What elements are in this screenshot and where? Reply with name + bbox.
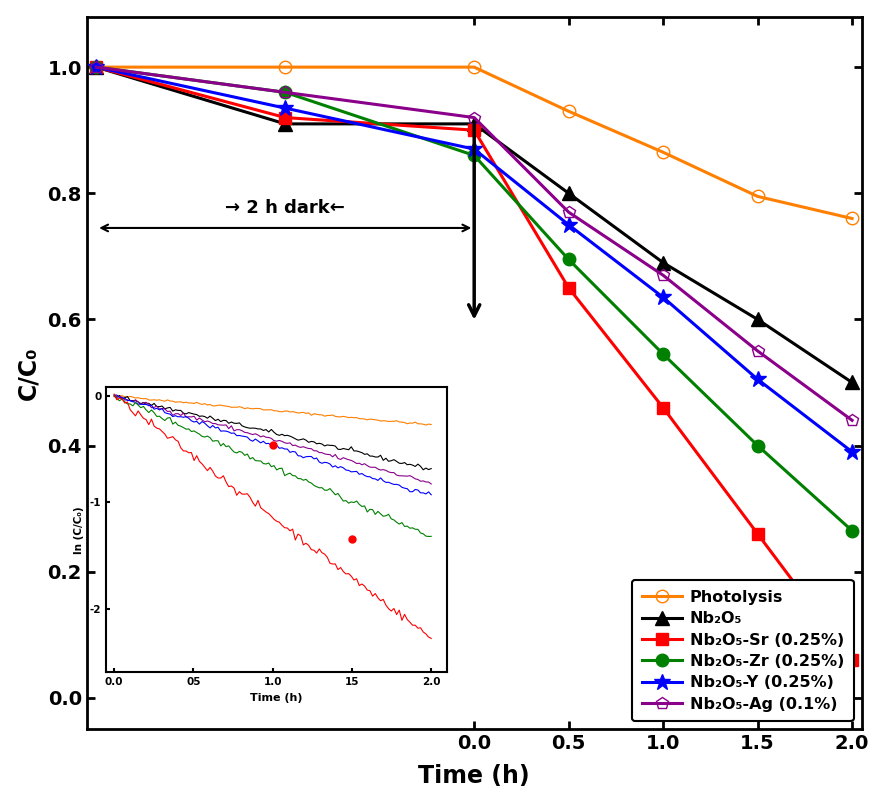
Line: Nb₂O₅-Zr (0.25%): Nb₂O₅-Zr (0.25%) xyxy=(90,61,858,537)
Nb₂O₅-Y (0.25%) xyxy=(280,103,291,113)
Photolysis xyxy=(563,106,573,116)
Text: → 2 h dark←: → 2 h dark← xyxy=(225,199,345,217)
Nb₂O₅-Sr (0.25%) xyxy=(751,529,762,539)
Nb₂O₅ xyxy=(563,188,573,198)
Nb₂O₅-Zr (0.25%) xyxy=(280,88,291,97)
Nb₂O₅-Ag (0.1%) xyxy=(846,415,857,425)
Nb₂O₅ xyxy=(846,378,857,387)
Photolysis xyxy=(846,213,857,223)
Photolysis xyxy=(469,62,479,72)
Nb₂O₅-Ag (0.1%) xyxy=(469,113,479,122)
Nb₂O₅-Ag (0.1%) xyxy=(751,346,762,356)
Nb₂O₅-Sr (0.25%) xyxy=(91,62,102,72)
Photolysis xyxy=(280,62,291,72)
Nb₂O₅-Sr (0.25%) xyxy=(280,113,291,122)
Nb₂O₅ xyxy=(469,119,479,129)
Line: Nb₂O₅-Sr (0.25%): Nb₂O₅-Sr (0.25%) xyxy=(90,61,858,667)
Line: Nb₂O₅: Nb₂O₅ xyxy=(89,60,858,390)
Nb₂O₅-Y (0.25%) xyxy=(91,62,102,72)
Nb₂O₅-Zr (0.25%) xyxy=(91,62,102,72)
Nb₂O₅-Zr (0.25%) xyxy=(657,349,668,359)
Nb₂O₅ xyxy=(91,62,102,72)
Nb₂O₅-Zr (0.25%) xyxy=(469,151,479,160)
Line: Nb₂O₅-Y (0.25%): Nb₂O₅-Y (0.25%) xyxy=(88,59,859,460)
Photolysis xyxy=(657,147,668,157)
Nb₂O₅ xyxy=(280,119,291,129)
Photolysis xyxy=(91,62,102,72)
Nb₂O₅-Zr (0.25%) xyxy=(563,254,573,264)
Nb₂O₅-Y (0.25%) xyxy=(751,374,762,384)
Nb₂O₅-Y (0.25%) xyxy=(563,220,573,229)
X-axis label: Time (h): Time (h) xyxy=(418,764,530,788)
Nb₂O₅-Sr (0.25%) xyxy=(657,402,668,412)
Nb₂O₅-Ag (0.1%) xyxy=(563,208,573,217)
Nb₂O₅-Y (0.25%) xyxy=(846,447,857,456)
Nb₂O₅-Sr (0.25%) xyxy=(469,126,479,135)
Photolysis xyxy=(751,192,762,201)
Nb₂O₅ xyxy=(751,315,762,324)
Nb₂O₅-Y (0.25%) xyxy=(469,144,479,154)
Nb₂O₅-Y (0.25%) xyxy=(657,292,668,302)
Line: Nb₂O₅-Ag (0.1%): Nb₂O₅-Ag (0.1%) xyxy=(90,61,858,427)
Line: Photolysis: Photolysis xyxy=(90,61,858,225)
Nb₂O₅ xyxy=(657,258,668,267)
Nb₂O₅-Ag (0.1%) xyxy=(91,62,102,72)
Nb₂O₅-Ag (0.1%) xyxy=(280,88,291,97)
Nb₂O₅-Zr (0.25%) xyxy=(846,526,857,535)
Nb₂O₅-Zr (0.25%) xyxy=(751,440,762,450)
Nb₂O₅-Sr (0.25%) xyxy=(846,655,857,665)
Legend: Photolysis, Nb₂O₅, Nb₂O₅-Sr (0.25%), Nb₂O₅-Zr (0.25%), Nb₂O₅-Y (0.25%), Nb₂O₅-Ag: Photolysis, Nb₂O₅, Nb₂O₅-Sr (0.25%), Nb₂… xyxy=(632,580,852,721)
Nb₂O₅-Ag (0.1%) xyxy=(657,270,668,280)
Y-axis label: C/C₀: C/C₀ xyxy=(17,346,41,400)
Nb₂O₅-Sr (0.25%) xyxy=(563,283,573,293)
